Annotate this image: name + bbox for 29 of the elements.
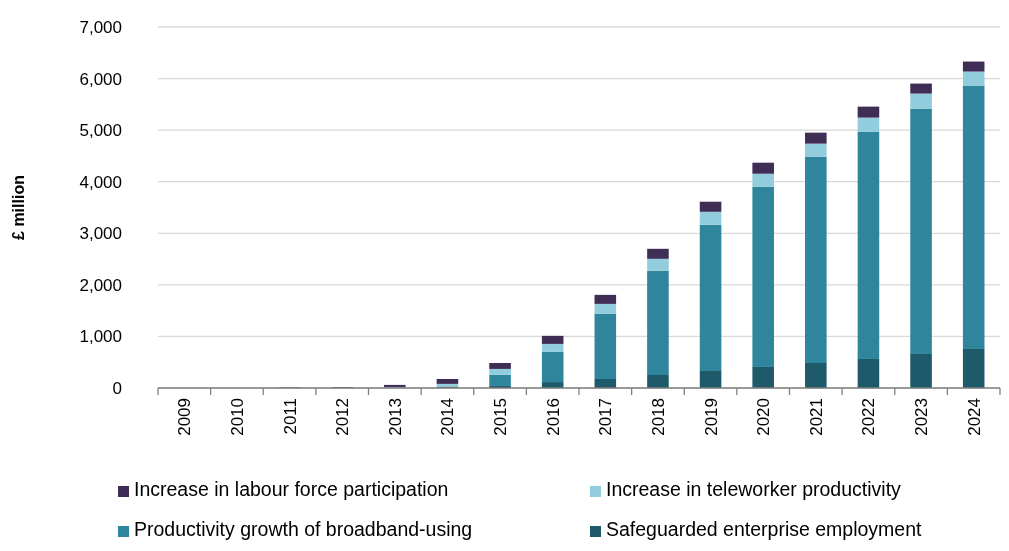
x-tick-label: 2020	[754, 398, 774, 436]
x-tick-label: 2015	[491, 398, 511, 436]
x-tick-label: 2017	[596, 398, 616, 436]
x-tick-label: 2018	[648, 398, 668, 436]
x-tick-label: 2016	[543, 398, 563, 436]
x-tick-label: 2023	[912, 398, 932, 436]
x-tick-label: 2013	[385, 398, 405, 436]
y-tick-label: 0	[112, 378, 122, 398]
x-tick-label: 2011	[280, 398, 300, 435]
x-tick-label: 2024	[964, 398, 984, 436]
legend-label: Productivity growth of broadband-using	[134, 518, 473, 540]
y-tick-label: 7,000	[79, 17, 122, 37]
y-tick-label: 6,000	[79, 69, 122, 89]
x-tick-label: 2010	[227, 398, 247, 436]
y-axis-title: £ million	[10, 175, 27, 240]
x-tick-label: 2009	[175, 398, 195, 436]
y-tick-label: 4,000	[79, 172, 122, 192]
y-tick-label: 3,000	[79, 224, 122, 244]
legend-label: Increase in teleworker productivity	[606, 478, 902, 500]
y-tick-label: 2,000	[79, 275, 122, 295]
x-tick-label: 2022	[859, 398, 879, 436]
x-tick-label: 2019	[701, 398, 721, 436]
legend-label: Increase in labour force participation	[134, 478, 449, 500]
x-tick-label: 2012	[333, 398, 353, 436]
y-tick-label: 5,000	[79, 121, 122, 141]
x-tick-label: 2021	[806, 398, 826, 436]
x-tick-label: 2014	[438, 398, 458, 436]
y-tick-label: 1,000	[79, 327, 122, 347]
legend-label: Safeguarded enterprise employment	[606, 518, 923, 540]
